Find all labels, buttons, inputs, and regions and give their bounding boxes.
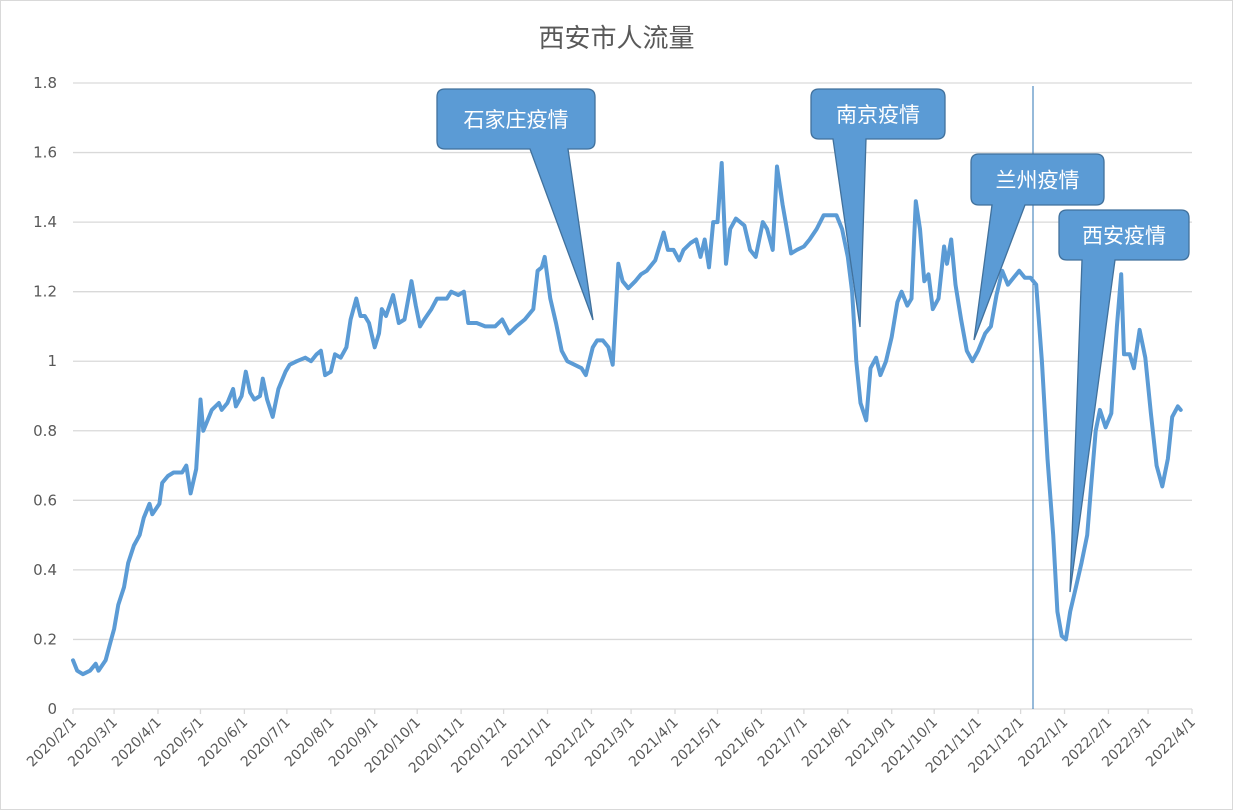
callout-label: 南京疫情 [836,103,920,127]
y-tick-label: 0.2 [33,630,57,648]
y-tick-label: 0.8 [33,422,57,440]
y-tick-label: 1.2 [33,283,57,301]
gridlines [73,82,1192,710]
callout: 兰州疫情 [970,153,1105,341]
chart-title: 西安市人流量 [538,24,695,54]
callout: 石家庄疫情 [436,88,596,321]
data-series-line [71,161,1183,677]
y-tick-label: 1 [47,352,57,370]
callout: 南京疫情 [810,88,946,328]
callout: 西安疫情 [1058,209,1190,593]
y-tick-label: 1.4 [33,213,57,231]
y-tick-label: 1.8 [33,74,57,92]
callout-label: 兰州疫情 [996,169,1080,193]
x-axis: 2020/2/12020/3/12020/4/12020/5/12020/6/1… [24,709,1199,777]
y-axis-ticks: 0 0.2 0.4 0.6 0.8 1 1.2 1.4 1.6 1.8 [33,74,57,718]
y-tick-label: 1.6 [33,144,57,162]
y-tick-label: 0.6 [33,491,57,509]
y-tick-label: 0.4 [33,561,57,579]
callout-label: 西安疫情 [1082,224,1166,248]
callout-label: 石家庄疫情 [464,108,569,132]
y-tick-label: 0 [47,700,57,718]
